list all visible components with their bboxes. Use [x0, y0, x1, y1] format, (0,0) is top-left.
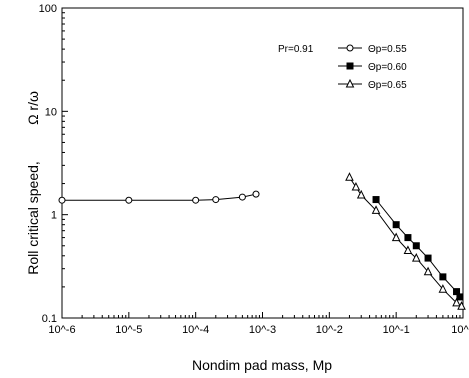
- data-point: [351, 181, 361, 191]
- data-point: [58, 196, 66, 204]
- series-line: [62, 193, 257, 201]
- data-point: [412, 242, 420, 250]
- y-tick-label: 0.1: [42, 313, 57, 325]
- legend-label: Θp=0.60: [368, 62, 407, 73]
- series-1: [58, 190, 260, 204]
- data-point: [404, 234, 412, 242]
- legend-label: Θp=0.55: [368, 44, 407, 55]
- data-point: [356, 189, 366, 199]
- pr-annotation: Pr=0.91: [278, 44, 314, 55]
- data-point: [452, 297, 461, 307]
- x-tick-label: 10^-1: [383, 324, 410, 336]
- legend-item: Θp=0.60: [338, 62, 407, 73]
- y-axis-title-group: Roll critical speed,: [25, 161, 41, 275]
- data-point: [423, 266, 433, 276]
- data-point: [424, 254, 432, 262]
- legend-marker: [346, 44, 354, 52]
- legend-item: Θp=0.65: [338, 78, 407, 91]
- data-point: [372, 196, 380, 204]
- x-tick-label: 10^-4: [182, 324, 209, 336]
- x-tick-label: 10^0: [451, 324, 469, 336]
- y-axis-title: Roll critical speed,: [25, 161, 41, 275]
- y-tick-label: 100: [39, 3, 57, 15]
- legend-label: Θp=0.65: [368, 80, 407, 91]
- data-point: [212, 196, 220, 204]
- data-point: [252, 190, 260, 198]
- y-tick-label: 10: [45, 106, 57, 118]
- legend-item: Θp=0.55: [338, 44, 407, 55]
- x-tick-label: 10^-6: [48, 324, 75, 336]
- x-axis-title: Nondim pad mass, Mp: [192, 357, 332, 373]
- data-point: [392, 221, 400, 229]
- series-layer: [58, 172, 466, 310]
- series-line: [349, 177, 462, 307]
- x-tick-label: 10^-2: [316, 324, 343, 336]
- y-axis-symbol-group: Ω r/ω: [25, 91, 41, 125]
- data-point: [192, 196, 200, 204]
- data-point: [411, 252, 421, 262]
- legend-marker: [346, 62, 354, 70]
- data-point: [403, 245, 413, 255]
- legend-marker: [345, 78, 355, 88]
- data-point: [125, 196, 133, 204]
- x-tick-label: 10^-3: [249, 324, 276, 336]
- series-3: [345, 172, 466, 310]
- y-tick-label: 1: [51, 210, 57, 222]
- data-point: [457, 301, 466, 310]
- data-point: [438, 284, 448, 293]
- data-point: [456, 293, 464, 301]
- data-point: [391, 232, 401, 242]
- data-point: [371, 205, 381, 214]
- data-point: [439, 273, 447, 281]
- x-tick-label: 10^-5: [115, 324, 142, 336]
- data-point: [345, 172, 354, 181]
- legend: Θp=0.55 Θp=0.60 Θp=0.65: [338, 44, 407, 91]
- series-2: [372, 196, 464, 301]
- y-axis-symbol: Ω r/ω: [25, 91, 41, 125]
- data-point: [238, 193, 246, 201]
- ticks: 10^-6 10^-5 10^-4 10^-3 10^-2 10^-1 10^0 0.1 1 10…: [39, 3, 469, 336]
